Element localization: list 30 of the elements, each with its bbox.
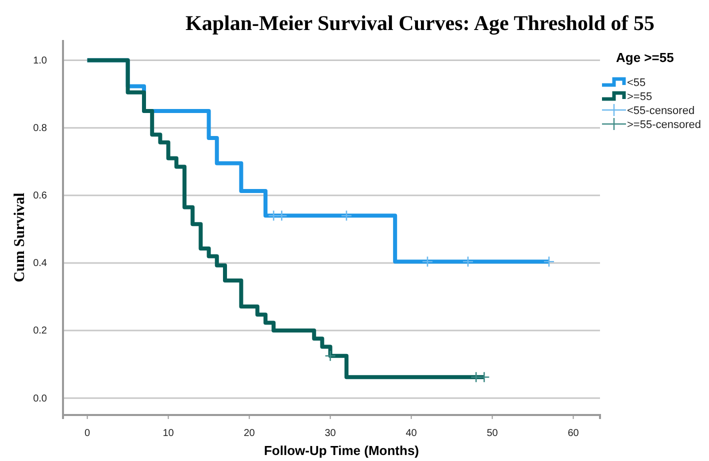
point bbox=[462, 256, 474, 268]
x-tick-label: 60 bbox=[568, 428, 580, 439]
x-axis-title: Follow-Up Time (Months) bbox=[264, 443, 420, 458]
legend-label: >=55 bbox=[627, 91, 652, 103]
x-tick-label: 10 bbox=[162, 428, 174, 439]
point bbox=[478, 372, 490, 383]
y-tick-label: 0.2 bbox=[33, 326, 48, 337]
legend-title: Age >=55 bbox=[616, 50, 674, 65]
x-tick-label: 30 bbox=[324, 428, 336, 439]
point bbox=[324, 350, 336, 362]
legend-label: <55-censored bbox=[627, 105, 695, 117]
x-tick-label: 0 bbox=[84, 428, 91, 439]
y-tick-label: 0.6 bbox=[33, 190, 48, 202]
y-tick-label: 0.0 bbox=[33, 393, 48, 404]
y-tick-label: 0.8 bbox=[33, 123, 48, 134]
x-tick-label: 50 bbox=[486, 428, 498, 439]
legend-label: <55 bbox=[627, 77, 646, 89]
y-tick-label: 1.0 bbox=[33, 55, 48, 66]
point bbox=[543, 256, 555, 268]
y-axis-title: Cum Survival bbox=[12, 192, 28, 282]
x-tick-label: 20 bbox=[244, 428, 256, 439]
chart-title: Kaplan-Meier Survival Curves: Age Threshold of 55 bbox=[185, 11, 655, 35]
legend-label: >=55-censored bbox=[627, 119, 701, 131]
y-tick-label: 0.4 bbox=[33, 258, 48, 270]
point bbox=[422, 256, 434, 268]
point bbox=[268, 210, 280, 222]
point bbox=[340, 210, 352, 222]
point bbox=[470, 372, 482, 383]
x-tick-label: 40 bbox=[406, 428, 418, 439]
point bbox=[276, 210, 288, 222]
